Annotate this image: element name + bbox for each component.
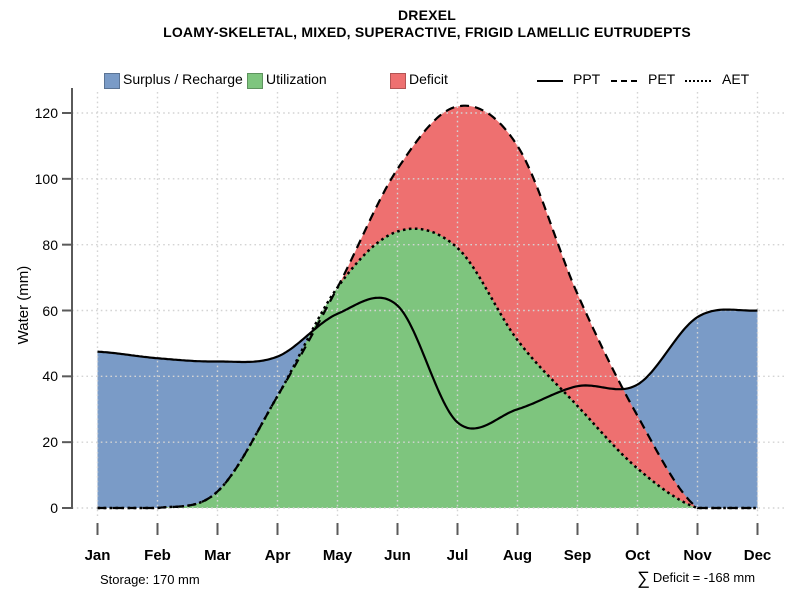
- y-tick-label: 60: [42, 302, 58, 319]
- x-tick-label: Aug: [502, 547, 533, 564]
- legend-label-aet: AET: [722, 71, 750, 87]
- x-tick-label: Mar: [204, 547, 231, 564]
- y-tick-label: 0: [50, 500, 58, 516]
- x-tick-label: Apr: [264, 547, 291, 564]
- y-tick-label: 20: [42, 434, 58, 451]
- deficit-annotation: ∑ Deficit = -168 mm: [637, 568, 756, 588]
- x-tick-label: Jul: [446, 547, 469, 564]
- legend-label-surplus-recharge: Surplus / Recharge: [123, 71, 243, 87]
- chart-subtitle: LOAMY-SKELETAL, MIXED, SUPERACTIVE, FRIG…: [163, 24, 691, 40]
- x-tick-label: Jan: [84, 547, 111, 564]
- dashed-line-sample: [611, 80, 637, 82]
- surplus-swatch: [104, 73, 120, 89]
- legend-label-pet: PET: [648, 71, 676, 87]
- x-tick-label: May: [322, 547, 353, 564]
- y-tick-label: 100: [34, 170, 58, 187]
- x-tick-label: Oct: [624, 547, 650, 564]
- deficit-annotation-text: Deficit = -168 mm: [652, 570, 756, 585]
- solid-line-sample: [537, 80, 563, 82]
- x-tick-label: Dec: [743, 547, 772, 564]
- aet-line: [97, 227, 758, 510]
- legend-label-deficit: Deficit: [409, 71, 448, 87]
- x-tick-label: Feb: [144, 547, 171, 564]
- storage-annotation: Storage: 170 mm: [100, 572, 200, 587]
- chart-title: DREXEL: [398, 7, 456, 23]
- x-tick-label: Sep: [563, 547, 592, 564]
- utilization-area: [97, 228, 758, 508]
- ppt-line: [97, 296, 758, 430]
- pet-line: [97, 104, 758, 510]
- dotted-line-sample: [685, 80, 711, 82]
- sigma-symbol: ∑: [637, 568, 650, 588]
- y-tick-label: 120: [34, 105, 58, 121]
- x-tick-label: Jun: [384, 547, 411, 564]
- x-tick-label: Nov: [683, 547, 712, 564]
- y-tick-label: 40: [42, 368, 58, 385]
- y-tick-label: 80: [42, 236, 58, 253]
- deficit-swatch: [390, 73, 406, 89]
- utilization-swatch: [247, 73, 263, 89]
- legend-label-ppt: PPT: [573, 71, 601, 87]
- legend-label-utilization: Utilization: [266, 71, 327, 87]
